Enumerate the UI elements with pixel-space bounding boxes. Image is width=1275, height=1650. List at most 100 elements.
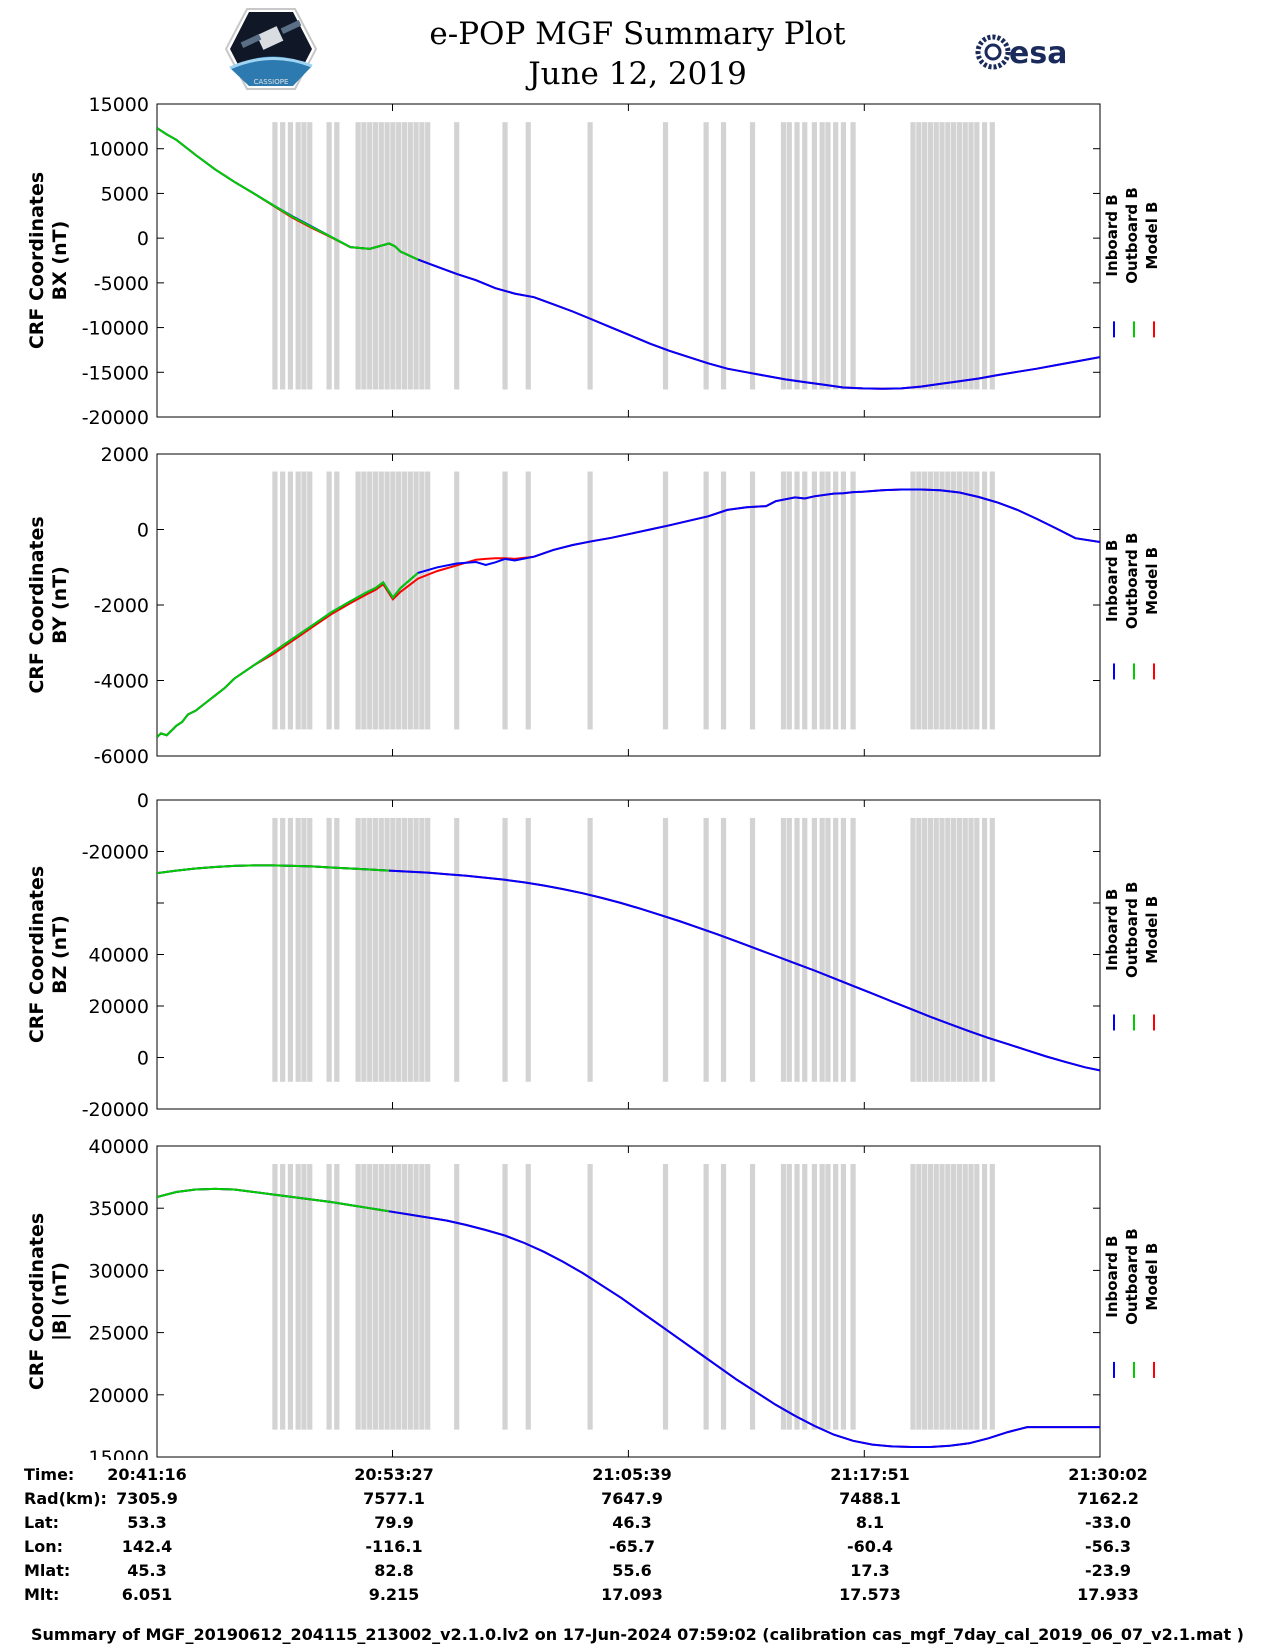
y-tick-label: 10000 bbox=[89, 139, 149, 161]
y-tick-label: 0 bbox=[137, 1048, 149, 1070]
shade-bar bbox=[372, 471, 379, 730]
y-tick-label: 20000 bbox=[89, 996, 149, 1018]
shade-bar bbox=[749, 471, 756, 730]
shade-bar bbox=[502, 817, 508, 1082]
orbit-value: 17.933 bbox=[1077, 1585, 1139, 1604]
shade-bar bbox=[502, 1164, 508, 1430]
shade-bar bbox=[927, 1164, 934, 1430]
shade-bar bbox=[334, 122, 340, 390]
shade-bar bbox=[662, 122, 669, 390]
shade-bar bbox=[962, 1164, 968, 1430]
orbit-row-label: Time: bbox=[24, 1465, 75, 1484]
shade-bar bbox=[703, 122, 709, 390]
y-tick-label: -20000 bbox=[82, 842, 149, 864]
orbit-value: 6.051 bbox=[121, 1585, 173, 1604]
shade-bar bbox=[833, 471, 839, 730]
shade-bar bbox=[301, 471, 307, 730]
legend-label: Inboard B bbox=[1103, 194, 1121, 276]
shade-bar bbox=[939, 471, 945, 730]
shade-bar bbox=[295, 471, 301, 730]
shading-group bbox=[272, 122, 995, 390]
shade-bar bbox=[301, 817, 307, 1082]
shade-bar bbox=[378, 471, 384, 730]
shade-bar bbox=[419, 1164, 425, 1430]
shade-bar bbox=[326, 122, 332, 390]
shade-bar bbox=[662, 1164, 669, 1430]
shade-bar bbox=[378, 1164, 384, 1430]
orbit-value: -23.9 bbox=[1084, 1561, 1132, 1580]
shade-bar bbox=[811, 1164, 818, 1430]
y-axis-label-line2: |B| (nT) bbox=[49, 1262, 71, 1341]
shade-bar bbox=[272, 471, 278, 730]
shade-bar bbox=[780, 1164, 787, 1430]
shade-bar bbox=[910, 471, 916, 730]
shade-bar bbox=[390, 122, 396, 390]
shade-bar bbox=[802, 1164, 808, 1430]
y-tick-label: -10000 bbox=[82, 318, 149, 340]
shade-bar bbox=[384, 471, 390, 730]
cassiope-logo: CASSIOPE bbox=[225, 8, 317, 90]
legend-label: Model B bbox=[1143, 896, 1161, 964]
shade-bar bbox=[272, 122, 278, 390]
shade-bar bbox=[802, 817, 808, 1082]
shade-bar bbox=[968, 122, 974, 390]
shade-bar bbox=[384, 122, 390, 390]
legend-label: Model B bbox=[1143, 547, 1161, 615]
shade-bar bbox=[819, 817, 825, 1082]
shade-bar bbox=[454, 817, 460, 1082]
shade-bar bbox=[794, 1164, 800, 1430]
shade-bar bbox=[956, 817, 963, 1082]
shade-bar bbox=[968, 1164, 974, 1430]
orbit-value: -60.4 bbox=[846, 1537, 894, 1556]
shade-bar bbox=[280, 817, 286, 1082]
shade-bar bbox=[326, 471, 332, 730]
shade-bar bbox=[396, 122, 402, 390]
shade-bar bbox=[287, 1164, 294, 1430]
shading-group bbox=[272, 817, 995, 1082]
shade-bar bbox=[361, 1164, 367, 1430]
legend-label: Outboard B bbox=[1123, 881, 1141, 978]
shade-bar bbox=[361, 122, 367, 390]
shade-bar bbox=[419, 122, 425, 390]
shade-bar bbox=[749, 817, 756, 1082]
orbit-value: 9.215 bbox=[368, 1585, 420, 1604]
shade-bar bbox=[361, 471, 367, 730]
y-tick-label: 20000 bbox=[89, 1385, 149, 1407]
series-group bbox=[157, 127, 1100, 390]
shade-bar bbox=[587, 817, 593, 1082]
title-line-1: e-POP MGF Summary Plot bbox=[429, 16, 846, 52]
shade-bar bbox=[840, 817, 847, 1082]
y-tick-label: 0 bbox=[137, 790, 149, 812]
shade-bar bbox=[780, 122, 787, 390]
shade-bar bbox=[384, 1164, 390, 1430]
shade-bar bbox=[525, 471, 531, 730]
shade-bar bbox=[850, 817, 856, 1082]
y-axis-label-line1: CRF Coordinates bbox=[26, 866, 48, 1043]
legend-label: Inboard B bbox=[1103, 540, 1121, 622]
shade-bar bbox=[307, 817, 313, 1082]
shade-bar bbox=[974, 1164, 980, 1430]
shade-bar bbox=[786, 1164, 792, 1430]
shade-bar bbox=[833, 1164, 839, 1430]
y-tick-label: -15000 bbox=[82, 362, 149, 384]
shade-bar bbox=[662, 471, 669, 730]
shade-bar bbox=[703, 471, 709, 730]
esa-logo-text: esa bbox=[1009, 36, 1065, 71]
shade-bar bbox=[974, 122, 980, 390]
shade-bar bbox=[833, 817, 839, 1082]
shade-bar bbox=[989, 471, 995, 730]
shade-bar bbox=[981, 817, 988, 1082]
y-tick-label: -2000 bbox=[94, 595, 149, 617]
shade-bar bbox=[703, 1164, 709, 1430]
shade-bar bbox=[840, 122, 847, 390]
shade-bar bbox=[794, 817, 800, 1082]
series-group bbox=[157, 1187, 1100, 1448]
orbit-value: 7162.2 bbox=[1077, 1489, 1139, 1508]
shade-bar bbox=[587, 471, 593, 730]
shade-bar bbox=[981, 471, 988, 730]
shade-bar bbox=[326, 817, 332, 1082]
shade-bar bbox=[974, 471, 980, 730]
series-line-outboard-b bbox=[157, 864, 390, 875]
shade-bar bbox=[794, 471, 800, 730]
y-axis-label-line1: CRF Coordinates bbox=[26, 172, 48, 349]
